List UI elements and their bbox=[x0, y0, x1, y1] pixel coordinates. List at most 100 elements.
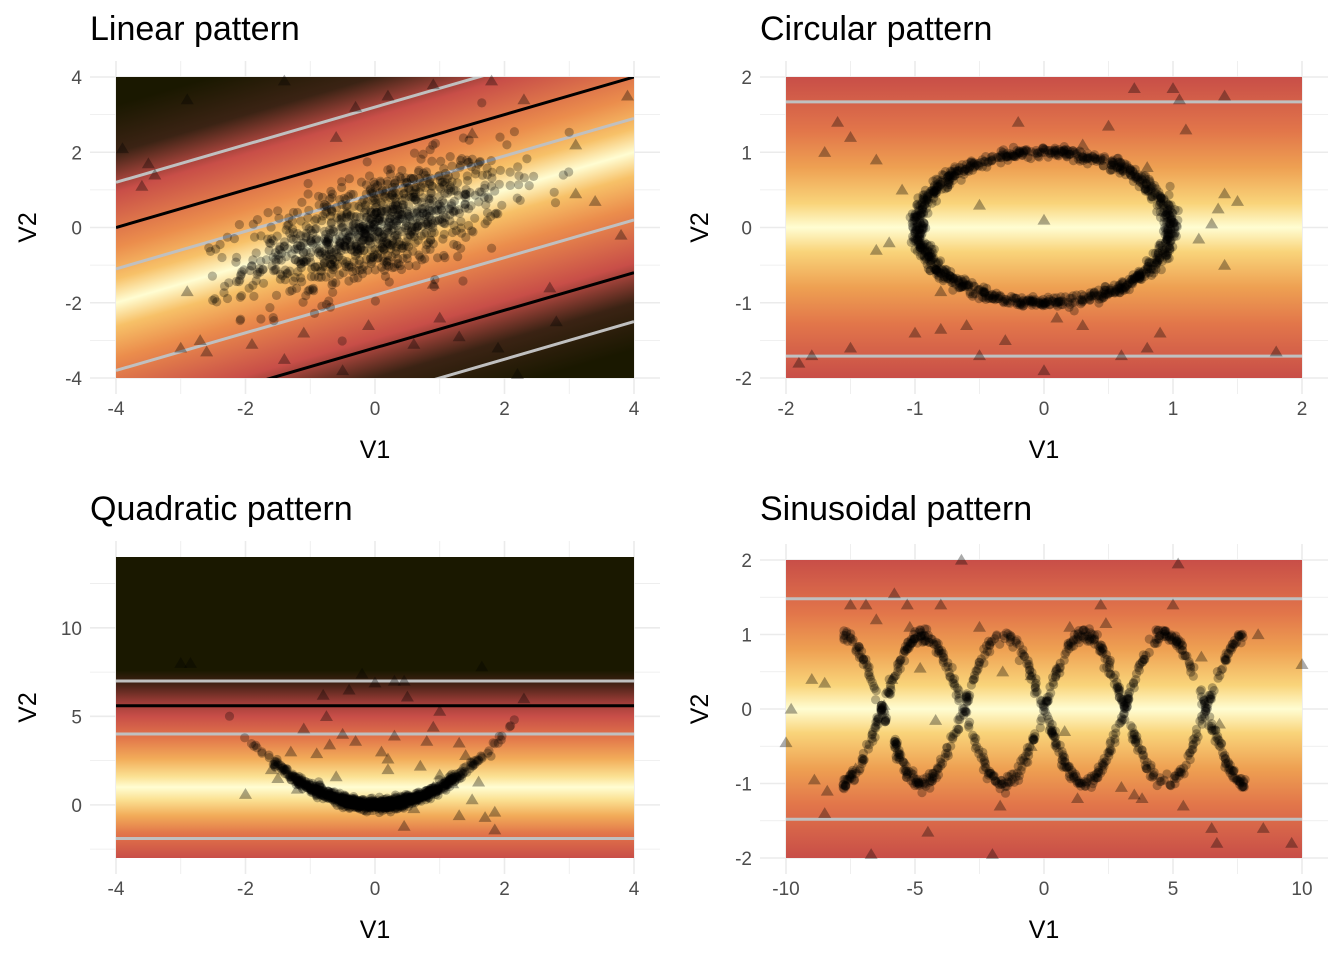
data-point bbox=[391, 800, 401, 810]
data-point bbox=[451, 771, 461, 781]
data-point bbox=[391, 242, 401, 252]
data-point bbox=[253, 267, 263, 277]
data-point bbox=[339, 799, 349, 809]
data-point bbox=[1018, 649, 1028, 659]
data-point bbox=[916, 211, 926, 221]
data-point bbox=[282, 221, 292, 231]
data-point bbox=[922, 259, 932, 270]
data-point bbox=[932, 266, 942, 276]
data-point bbox=[968, 281, 979, 291]
data-point bbox=[1010, 151, 1020, 162]
data-point bbox=[1046, 688, 1056, 698]
data-point bbox=[916, 219, 926, 229]
data-point bbox=[440, 177, 450, 187]
data-point bbox=[452, 772, 463, 782]
data-point bbox=[348, 797, 358, 807]
data-point bbox=[340, 801, 350, 812]
x-tick-label: 2 bbox=[499, 879, 510, 900]
data-point bbox=[1148, 182, 1158, 192]
data-point bbox=[931, 188, 941, 198]
data-point bbox=[330, 791, 340, 802]
data-point bbox=[1063, 297, 1073, 307]
data-point bbox=[283, 220, 294, 230]
data-point bbox=[395, 795, 405, 805]
data-point bbox=[1146, 258, 1157, 268]
data-point bbox=[343, 797, 353, 808]
data-point bbox=[971, 733, 981, 743]
data-point bbox=[290, 774, 300, 784]
data-point bbox=[911, 222, 921, 232]
data-point bbox=[1024, 750, 1034, 761]
data-point bbox=[461, 232, 471, 242]
data-point bbox=[426, 783, 436, 793]
data-point bbox=[1069, 635, 1079, 645]
data-point bbox=[438, 779, 448, 789]
data-point bbox=[1079, 625, 1089, 635]
data-point bbox=[1160, 230, 1170, 240]
data-point bbox=[1054, 296, 1064, 306]
data-point bbox=[412, 213, 422, 223]
data-point bbox=[298, 297, 308, 307]
data-point bbox=[977, 162, 987, 172]
data-point bbox=[249, 291, 259, 301]
data-point bbox=[1051, 672, 1061, 682]
data-point bbox=[490, 739, 500, 749]
data-point bbox=[331, 791, 341, 802]
data-point bbox=[936, 645, 947, 655]
data-point bbox=[946, 277, 957, 287]
data-point bbox=[381, 802, 391, 812]
data-point bbox=[467, 226, 477, 236]
data-point bbox=[512, 193, 522, 203]
data-point bbox=[1077, 289, 1087, 300]
data-point bbox=[1122, 280, 1132, 290]
data-point bbox=[1118, 278, 1128, 288]
data-point bbox=[929, 182, 939, 192]
data-point bbox=[390, 804, 400, 814]
data-point bbox=[330, 795, 340, 805]
data-point bbox=[1118, 284, 1128, 294]
data-point bbox=[449, 220, 459, 230]
data-point bbox=[292, 243, 302, 253]
outlier-triangle bbox=[452, 736, 466, 748]
data-point bbox=[472, 756, 482, 767]
outlier-triangle bbox=[387, 674, 401, 686]
data-point bbox=[271, 257, 281, 267]
data-point bbox=[411, 194, 421, 205]
data-point bbox=[950, 162, 960, 172]
data-point bbox=[273, 759, 283, 769]
data-point bbox=[419, 789, 429, 799]
data-point bbox=[334, 793, 344, 803]
data-point bbox=[331, 793, 341, 803]
data-point bbox=[1028, 733, 1038, 743]
data-point bbox=[1154, 253, 1164, 263]
data-point bbox=[268, 252, 278, 262]
data-point bbox=[355, 797, 366, 807]
data-point bbox=[880, 715, 890, 725]
data-point bbox=[975, 158, 986, 168]
data-point bbox=[369, 189, 379, 199]
data-point bbox=[345, 797, 355, 807]
data-point bbox=[1017, 762, 1027, 772]
data-point bbox=[431, 783, 442, 793]
data-point bbox=[845, 774, 855, 784]
data-point bbox=[307, 787, 317, 797]
data-point bbox=[992, 778, 1002, 788]
data-point bbox=[347, 800, 357, 810]
data-point bbox=[415, 791, 425, 801]
data-point bbox=[385, 801, 395, 811]
data-point bbox=[449, 185, 459, 195]
data-point bbox=[1051, 299, 1061, 309]
data-point bbox=[1073, 632, 1083, 642]
data-point bbox=[1187, 745, 1197, 755]
data-point bbox=[964, 166, 974, 176]
data-point bbox=[437, 782, 447, 793]
outlier-triangle bbox=[433, 768, 447, 780]
data-point bbox=[340, 798, 350, 809]
data-point bbox=[1164, 253, 1174, 263]
data-point bbox=[400, 193, 410, 203]
data-point bbox=[1106, 285, 1117, 295]
y-tick-label: -1 bbox=[735, 294, 752, 315]
data-point bbox=[439, 779, 449, 789]
data-point bbox=[981, 294, 991, 304]
data-point bbox=[1158, 199, 1168, 209]
